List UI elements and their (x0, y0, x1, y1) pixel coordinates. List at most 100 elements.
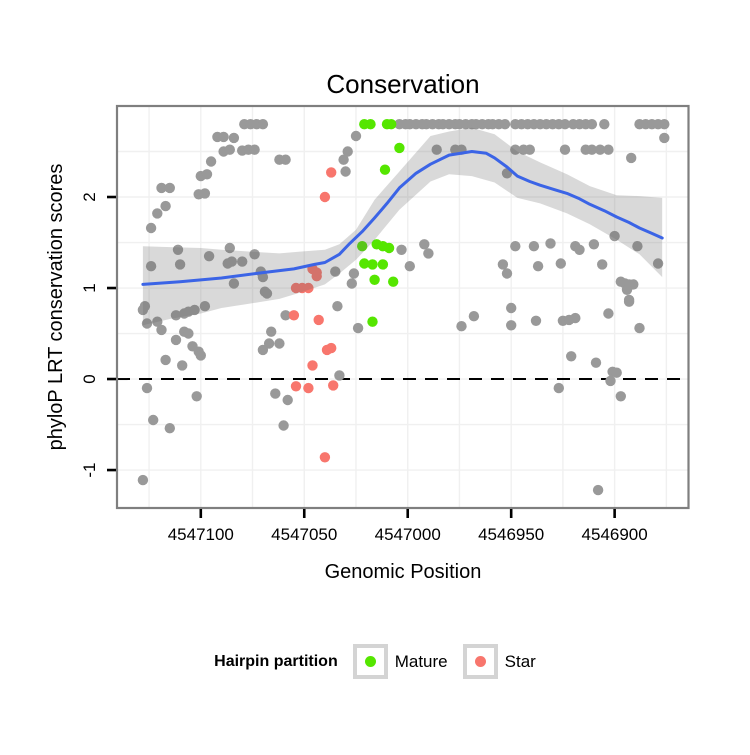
data-point-star (319, 452, 331, 463)
y-axis-title: phyloP LRT conservation scores (45, 164, 67, 451)
data-point-other (201, 169, 213, 180)
data-point-mature (357, 241, 368, 252)
data-point-other (261, 288, 273, 299)
data-point-star (303, 282, 314, 294)
data-point-other (626, 152, 637, 164)
data-point-other (545, 238, 556, 249)
data-point-other (160, 354, 171, 366)
confidence-ribbon (142, 127, 663, 326)
data-point-other (237, 256, 248, 267)
data-point-other (278, 420, 289, 431)
data-point-other (506, 302, 517, 314)
data-point-other (652, 258, 664, 269)
data-point-other (330, 266, 341, 277)
legend-key-mature (352, 644, 388, 679)
data-point-other (137, 304, 149, 316)
data-point-other (497, 259, 509, 270)
data-point-other (423, 248, 434, 259)
data-point-other (189, 304, 200, 316)
data-point-other (506, 320, 517, 331)
data-point-other (634, 322, 645, 334)
data-point-star (303, 382, 314, 394)
data-point-other (588, 239, 600, 250)
data-point-other (228, 278, 240, 289)
data-point-other (528, 241, 540, 252)
data-point-other (191, 391, 202, 402)
data-point-other (524, 144, 535, 155)
x-tick-label: 4546950 (478, 525, 544, 544)
data-point-other (456, 321, 467, 332)
data-point-other (263, 338, 275, 349)
data-point-other (574, 244, 585, 255)
data-point-other (280, 154, 291, 165)
data-point-other (228, 132, 240, 144)
smooth-line (141, 150, 664, 286)
data-point-other (152, 316, 163, 327)
data-point-other (141, 382, 153, 394)
data-point-other (499, 119, 511, 130)
data-point-mature (388, 276, 399, 287)
data-point-other (615, 391, 626, 402)
data-point-other (156, 182, 167, 194)
smooth-line-layer (141, 150, 664, 286)
y-tick-label: 2 (80, 192, 99, 201)
data-point-other (346, 278, 357, 289)
data-point-other (532, 261, 544, 272)
chart-title: Conservation (326, 69, 479, 99)
data-point-other (340, 166, 351, 177)
data-point-other (170, 310, 182, 321)
data-point-other (396, 244, 407, 255)
data-point-star (288, 310, 300, 321)
data-point-other (266, 326, 277, 337)
data-point-mature (377, 259, 389, 270)
data-point-other (352, 322, 364, 334)
data-point-other (141, 318, 153, 329)
data-point-other (270, 388, 281, 399)
data-point-other (566, 351, 577, 362)
data-point-other (280, 310, 291, 321)
data-point-other (609, 230, 620, 242)
legend-key-star (462, 644, 498, 679)
star-dot-icon (474, 656, 486, 667)
data-point-other (419, 239, 430, 250)
data-point-other (599, 119, 610, 130)
data-point-mature (394, 142, 405, 154)
data-point-other (160, 200, 171, 212)
data-point-other (623, 296, 635, 307)
data-point-other (659, 132, 670, 144)
data-point-other (226, 256, 237, 267)
confidence-ribbon-layer (142, 127, 663, 326)
data-point-other (145, 222, 157, 234)
data-point-other (431, 144, 442, 155)
data-point-other (334, 370, 345, 381)
data-point-other (148, 414, 159, 426)
data-point-mature (383, 242, 395, 254)
x-axis-title: Genomic Position (325, 561, 482, 583)
data-point-other (510, 241, 521, 252)
y-tick-label: 1 (80, 283, 99, 292)
legend-label-mature: Mature (394, 651, 448, 671)
data-point-mature (379, 164, 391, 175)
data-point-other (145, 261, 157, 272)
data-point-other (249, 144, 260, 155)
data-point-mature (369, 274, 380, 285)
axis-ticks-layer: 4547100 4547050 4547000 4546950 4546900 2 1 0 -1 (80, 192, 648, 544)
data-point-other (195, 350, 206, 361)
data-point-other (621, 284, 633, 295)
data-point-other (605, 375, 616, 387)
data-point-other (659, 119, 670, 130)
legend-label-star: Star (504, 651, 536, 671)
legend-item-mature: Mature (352, 644, 448, 679)
data-point-other (172, 244, 184, 255)
data-point-other (501, 268, 513, 279)
legend-item-star: Star (462, 644, 536, 679)
data-point-other (203, 251, 215, 262)
data-point-other (205, 156, 217, 167)
data-point-other (174, 259, 186, 270)
data-point-other (553, 382, 564, 394)
x-tick-label: 4547050 (271, 525, 337, 544)
data-point-mature (367, 316, 378, 327)
data-point-other (570, 312, 581, 324)
legend: Hairpin partition Mature Star (0, 644, 750, 679)
